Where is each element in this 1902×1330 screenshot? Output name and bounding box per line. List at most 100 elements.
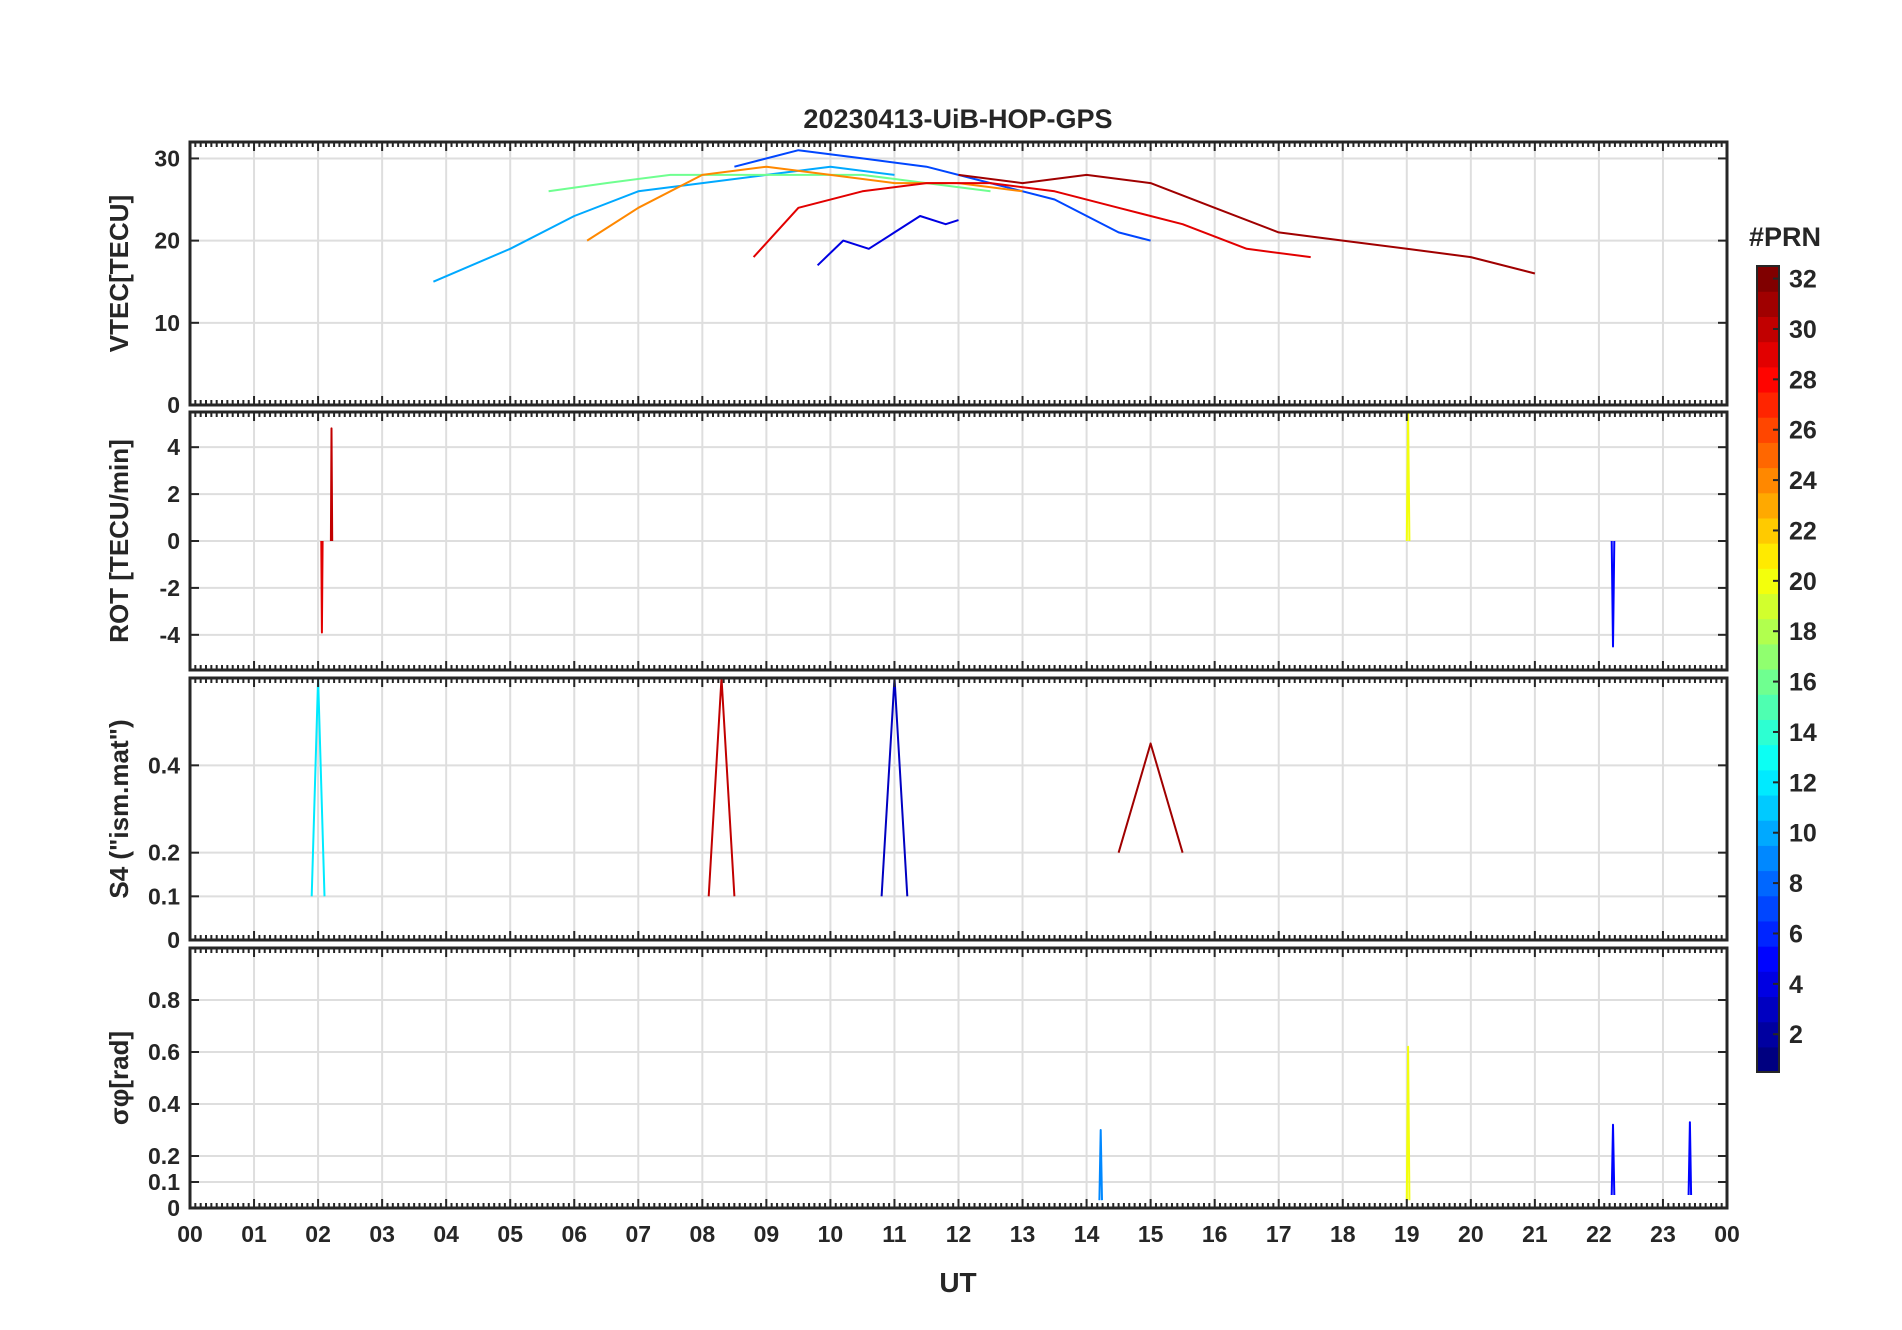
colorbar-segment <box>1757 845 1779 872</box>
y-axis-label-vtec: VTEC[TECU] <box>104 195 134 352</box>
colorbar-tick-label: 4 <box>1789 971 1803 999</box>
series-group <box>433 149 1536 283</box>
y-tick-label: 0.2 <box>148 840 180 866</box>
y-tick-label: 0.8 <box>148 987 180 1013</box>
series-line-prn-5 <box>1687 1121 1693 1196</box>
series-line-prn-3 <box>880 678 909 897</box>
y-tick-label: 10 <box>154 310 180 336</box>
colorbar-segment <box>1757 467 1779 494</box>
colorbar-segment <box>1757 1021 1779 1048</box>
colorbar-segment <box>1757 719 1779 746</box>
colorbar-segment <box>1757 341 1779 368</box>
x-tick-label: 12 <box>946 1221 972 1247</box>
series-line-prn-5 <box>1610 1123 1616 1196</box>
y-tick-label: 30 <box>154 145 180 171</box>
panel-frame <box>188 410 1729 672</box>
y-axis-label-s4: S4 ("ism.mat") <box>104 719 134 898</box>
series-line-prn-20 <box>1405 1045 1411 1201</box>
colorbar-tick-label: 10 <box>1789 820 1817 848</box>
y-tick-label: 0 <box>167 392 180 418</box>
colorbar-segment <box>1757 920 1779 947</box>
colorbar-segment <box>1757 391 1779 418</box>
series-line-prn-29 <box>752 182 1311 259</box>
colorbar-segment <box>1757 794 1779 821</box>
series-line-prn-29 <box>320 540 324 634</box>
colorbar-tick-label: 26 <box>1789 417 1817 445</box>
y-tick-label: 2 <box>167 481 180 507</box>
colorbar-segment <box>1757 517 1779 544</box>
y-tick-label: 20 <box>154 228 180 254</box>
series-line-prn-20 <box>1405 412 1411 542</box>
x-tick-label: 20 <box>1458 1221 1484 1247</box>
panel-frame <box>188 140 1729 407</box>
y-tick-label: 0.1 <box>148 883 180 909</box>
x-tick-label: 00 <box>1714 1221 1740 1247</box>
colorbar-tick-label: 18 <box>1789 618 1817 646</box>
colorbar-segment <box>1757 417 1779 443</box>
panel-frame <box>188 676 1729 942</box>
y-tick-label: 0 <box>167 528 180 554</box>
colorbar-segment <box>1757 1046 1779 1073</box>
x-tick-label: 04 <box>433 1221 459 1247</box>
colorbar-tick-label: 16 <box>1789 669 1817 697</box>
x-tick-label: 02 <box>305 1221 331 1247</box>
chart-title: 20230413-UiB-HOP-GPS <box>803 104 1112 134</box>
series-line-prn-31 <box>958 173 1536 275</box>
x-tick-label: 19 <box>1394 1221 1420 1247</box>
colorbar-segment <box>1757 316 1779 343</box>
y-tick-label: -4 <box>160 622 181 648</box>
y-tick-label: 4 <box>167 434 180 460</box>
colorbar-segment <box>1757 744 1779 771</box>
series-line-prn-4 <box>816 215 959 267</box>
colorbar-segment <box>1757 618 1779 645</box>
y-axis-label-sigma: σφ[rad] <box>104 1031 134 1125</box>
x-tick-labels: 00 01 02 03 04 05 06 07 08 09 10 11 12 13 14 15 16 17 18 19… <box>177 1221 1740 1247</box>
colorbar-tick-label: 12 <box>1789 769 1817 797</box>
y-tick-label: 0 <box>167 927 180 953</box>
colorbar-tick-label: 2 <box>1789 1021 1803 1049</box>
colorbar-tick-label: 8 <box>1789 870 1803 898</box>
x-tick-label: 22 <box>1586 1221 1612 1247</box>
x-tick-label: 23 <box>1650 1221 1676 1247</box>
colorbar-tick-label: 30 <box>1789 316 1817 344</box>
colorbar-segment <box>1757 366 1779 393</box>
y-tick-label: 0.6 <box>148 1039 180 1065</box>
colorbar-segment <box>1757 895 1779 922</box>
series-group <box>320 412 1616 648</box>
series-line-prn-30 <box>329 427 334 542</box>
colorbar-segment <box>1757 996 1779 1023</box>
x-tick-label: 10 <box>818 1221 844 1247</box>
x-tick-label: 16 <box>1202 1221 1228 1247</box>
x-axis-label: UT <box>939 1267 976 1298</box>
x-tick-label: 11 <box>882 1221 907 1247</box>
colorbar-segment <box>1757 769 1779 796</box>
colorbar-segment <box>1757 946 1779 972</box>
colorbar-tick-label: 6 <box>1789 920 1803 948</box>
series-line-prn-30 <box>707 678 736 897</box>
colorbar-tick-label: 24 <box>1789 467 1817 495</box>
panel-rot: -4 -2 0 2 4 ROT [TECU/min] <box>104 410 1729 672</box>
panel-frame <box>188 946 1729 1210</box>
colorbar-tick-label: 32 <box>1789 266 1817 294</box>
x-tick-label: 09 <box>754 1221 780 1247</box>
colorbar-segment <box>1757 291 1779 317</box>
x-tick-label: 00 <box>177 1221 203 1247</box>
series-line-prn-9 <box>1098 1129 1103 1201</box>
colorbar-tick-label: 28 <box>1789 366 1817 394</box>
y-tick-label: 0.2 <box>148 1143 180 1169</box>
colorbar-segment <box>1757 971 1779 998</box>
colorbar-segment <box>1757 568 1779 595</box>
series-line-prn-31 <box>1117 742 1184 853</box>
y-axis-label-rot: ROT [TECU/min] <box>104 439 134 643</box>
colorbar-segment <box>1757 694 1779 720</box>
x-tick-label: 13 <box>1010 1221 1036 1247</box>
y-tick-label: 0.4 <box>148 752 180 778</box>
series-line-prn-12 <box>310 678 326 897</box>
series-line-prn-10 <box>433 165 895 283</box>
colorbar-frame <box>1756 265 1780 1073</box>
x-tick-label: 21 <box>1522 1221 1548 1247</box>
series-group <box>1098 1045 1693 1201</box>
